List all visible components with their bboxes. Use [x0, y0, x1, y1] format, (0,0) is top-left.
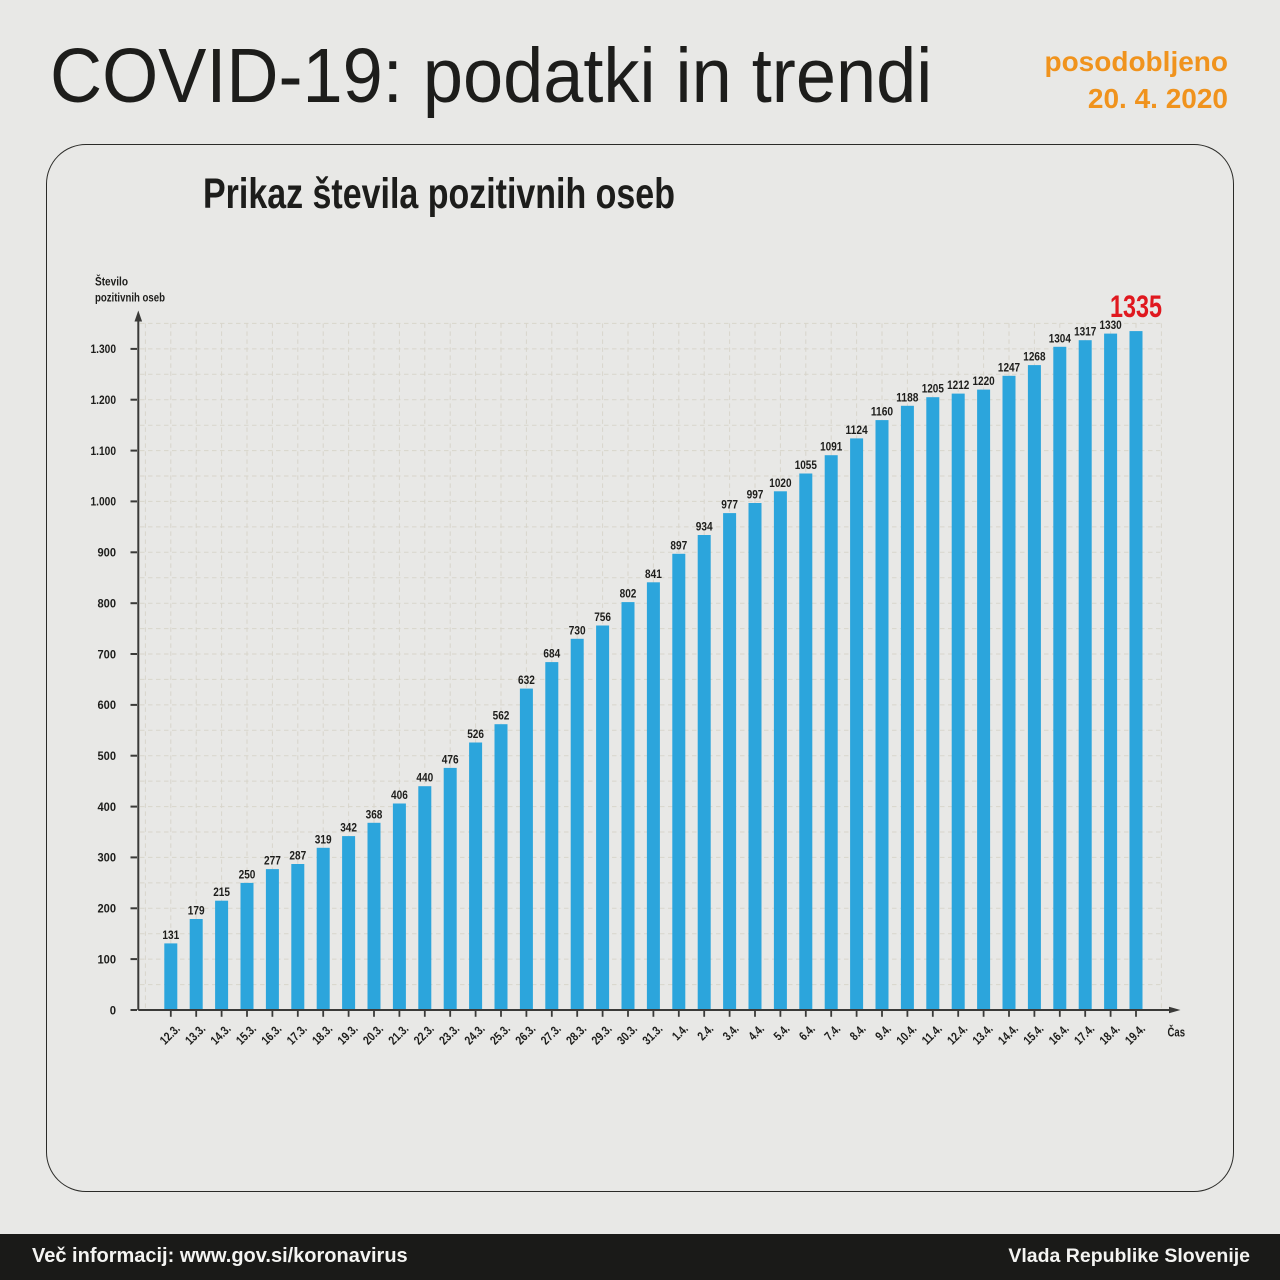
svg-text:1.000: 1.000	[91, 495, 117, 509]
svg-text:30.3.: 30.3.	[614, 1022, 640, 1048]
svg-text:100: 100	[98, 952, 117, 966]
svg-text:18.4.: 18.4.	[1097, 1022, 1123, 1048]
svg-text:26.3.: 26.3.	[513, 1022, 539, 1048]
svg-text:1317: 1317	[1074, 325, 1097, 339]
svg-text:20.3.: 20.3.	[360, 1022, 386, 1048]
svg-text:pozitivnih oseb: pozitivnih oseb	[95, 293, 165, 305]
svg-text:19.3.: 19.3.	[335, 1022, 361, 1048]
svg-text:250: 250	[239, 867, 256, 881]
svg-text:319: 319	[315, 832, 332, 846]
svg-text:15.3.: 15.3.	[233, 1022, 259, 1048]
svg-text:131: 131	[162, 928, 179, 942]
svg-text:934: 934	[696, 520, 713, 534]
svg-text:997: 997	[747, 488, 764, 502]
svg-text:14.3.: 14.3.	[208, 1022, 234, 1048]
svg-text:897: 897	[670, 538, 687, 552]
svg-text:1268: 1268	[1023, 350, 1046, 364]
svg-text:1.300: 1.300	[91, 342, 117, 356]
svg-text:300: 300	[98, 851, 117, 865]
svg-text:900: 900	[98, 546, 117, 560]
svg-text:215: 215	[213, 885, 230, 899]
svg-text:12.4.: 12.4.	[945, 1022, 971, 1048]
svg-text:1124: 1124	[846, 423, 869, 437]
svg-text:200: 200	[98, 902, 117, 916]
svg-text:23.3.: 23.3.	[437, 1022, 463, 1048]
svg-text:756: 756	[594, 610, 611, 624]
svg-text:28.3.: 28.3.	[564, 1022, 590, 1048]
svg-text:526: 526	[467, 727, 484, 741]
svg-text:24.3.: 24.3.	[462, 1022, 488, 1048]
svg-text:27.3.: 27.3.	[538, 1022, 564, 1048]
svg-text:800: 800	[98, 597, 117, 611]
svg-text:1.100: 1.100	[91, 444, 117, 458]
svg-text:18.3.: 18.3.	[310, 1022, 336, 1048]
svg-text:977: 977	[721, 498, 738, 512]
svg-text:22.3.: 22.3.	[411, 1022, 437, 1048]
svg-text:11.4.: 11.4.	[919, 1022, 945, 1048]
svg-text:0: 0	[110, 1003, 117, 1017]
svg-text:632: 632	[518, 673, 535, 687]
svg-text:406: 406	[391, 788, 408, 802]
svg-text:17.3.: 17.3.	[284, 1022, 310, 1048]
svg-text:3.4.: 3.4.	[720, 1022, 742, 1044]
svg-text:1.200: 1.200	[91, 393, 117, 407]
svg-text:1091: 1091	[820, 440, 843, 454]
svg-text:1335: 1335	[1110, 288, 1162, 324]
svg-text:19.4.: 19.4.	[1122, 1022, 1148, 1048]
svg-text:368: 368	[366, 807, 383, 821]
svg-text:7.4.: 7.4.	[822, 1022, 844, 1044]
svg-text:1.4.: 1.4.	[669, 1022, 691, 1044]
svg-text:440: 440	[416, 771, 433, 785]
svg-text:562: 562	[493, 709, 510, 723]
svg-text:4.4.: 4.4.	[746, 1022, 768, 1044]
svg-text:1188: 1188	[896, 390, 919, 404]
svg-text:1160: 1160	[871, 405, 894, 419]
svg-text:1212: 1212	[947, 378, 970, 392]
svg-text:1304: 1304	[1049, 331, 1072, 345]
svg-text:13.3.: 13.3.	[183, 1022, 209, 1048]
svg-text:17.4.: 17.4.	[1072, 1022, 1098, 1048]
svg-text:287: 287	[289, 849, 306, 863]
svg-text:400: 400	[98, 800, 117, 814]
svg-text:16.4.: 16.4.	[1046, 1022, 1072, 1048]
svg-text:5.4.: 5.4.	[771, 1022, 793, 1044]
svg-text:500: 500	[98, 749, 117, 763]
svg-text:25.3.: 25.3.	[487, 1022, 513, 1048]
svg-text:6.4.: 6.4.	[796, 1022, 818, 1044]
svg-text:684: 684	[543, 647, 560, 661]
svg-text:29.3.: 29.3.	[589, 1022, 615, 1048]
svg-text:10.4.: 10.4.	[894, 1022, 920, 1048]
svg-text:1247: 1247	[998, 360, 1021, 374]
svg-text:700: 700	[98, 647, 117, 661]
svg-text:179: 179	[188, 904, 205, 918]
svg-text:21.3.: 21.3.	[386, 1022, 412, 1048]
svg-text:Število: Število	[95, 276, 128, 289]
svg-text:600: 600	[98, 698, 117, 712]
svg-text:802: 802	[620, 587, 637, 601]
svg-text:476: 476	[442, 752, 459, 766]
svg-text:1330: 1330	[1100, 318, 1123, 332]
svg-text:Čas: Čas	[1168, 1025, 1186, 1040]
svg-text:8.4.: 8.4.	[847, 1022, 869, 1044]
svg-text:730: 730	[569, 623, 586, 637]
svg-text:2.4.: 2.4.	[695, 1022, 717, 1044]
svg-text:31.3.: 31.3.	[640, 1022, 666, 1048]
svg-text:12.3.: 12.3.	[157, 1022, 183, 1048]
svg-text:1220: 1220	[973, 374, 996, 388]
svg-text:841: 841	[645, 567, 662, 581]
svg-text:277: 277	[264, 854, 281, 868]
svg-text:342: 342	[340, 821, 357, 835]
svg-text:14.4.: 14.4.	[995, 1022, 1021, 1048]
svg-text:1020: 1020	[769, 476, 792, 490]
svg-text:1055: 1055	[795, 458, 818, 472]
svg-text:15.4.: 15.4.	[1021, 1022, 1047, 1048]
svg-text:13.4.: 13.4.	[970, 1022, 996, 1048]
svg-text:9.4.: 9.4.	[873, 1022, 895, 1044]
svg-text:16.3.: 16.3.	[259, 1022, 285, 1048]
svg-text:1205: 1205	[922, 382, 945, 396]
